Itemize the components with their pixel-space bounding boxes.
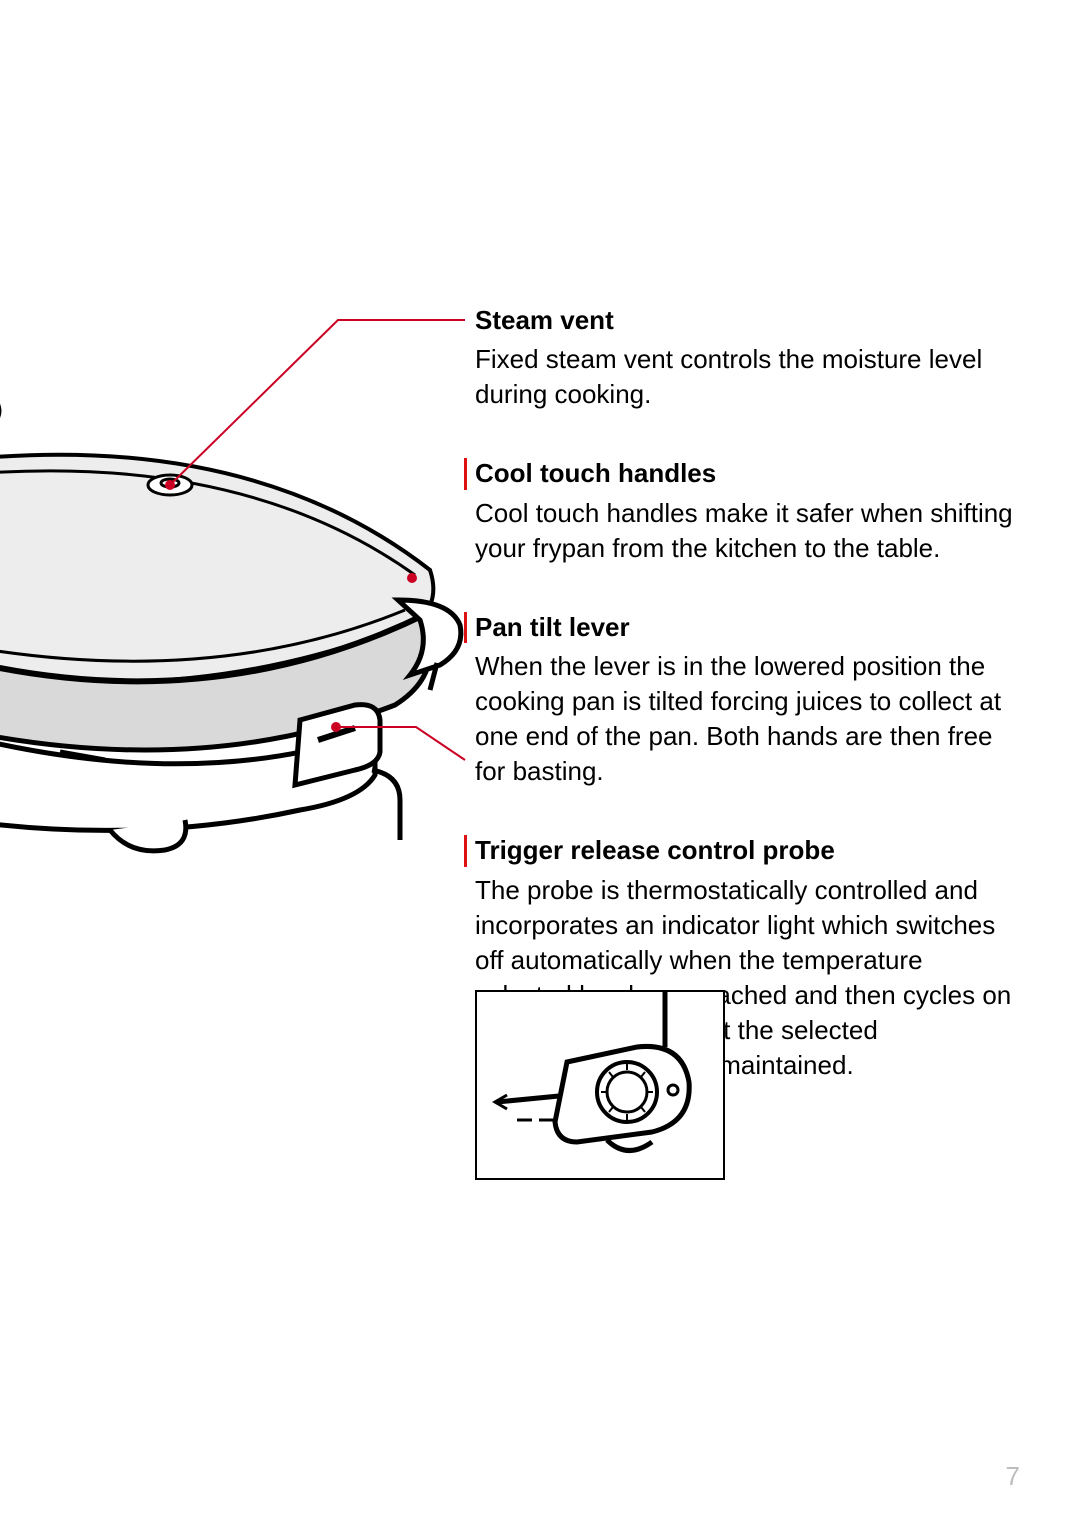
heading-probe: Trigger release control probe	[464, 835, 1015, 866]
frypan-illustration	[0, 300, 480, 860]
section-pan-tilt: Pan tilt lever When the lever is in the …	[475, 612, 1015, 790]
body-steam-vent: Fixed steam vent controls the moisture l…	[475, 342, 1015, 412]
callouts-column: Steam vent Fixed steam vent controls the…	[475, 305, 1015, 1101]
section-cool-touch: Cool touch handles Cool touch handles ma…	[475, 458, 1015, 565]
section-steam-vent: Steam vent Fixed steam vent controls the…	[475, 305, 1015, 412]
body-cool-touch: Cool touch handles make it safer when sh…	[475, 496, 1015, 566]
probe-inset-illustration	[475, 990, 725, 1180]
body-pan-tilt: When the lever is in the lowered positio…	[475, 649, 1015, 789]
heading-steam-vent: Steam vent	[475, 305, 1015, 336]
heading-cool-touch: Cool touch handles	[464, 458, 1015, 489]
heading-pan-tilt: Pan tilt lever	[464, 612, 1015, 643]
page-number: 7	[1006, 1461, 1020, 1492]
